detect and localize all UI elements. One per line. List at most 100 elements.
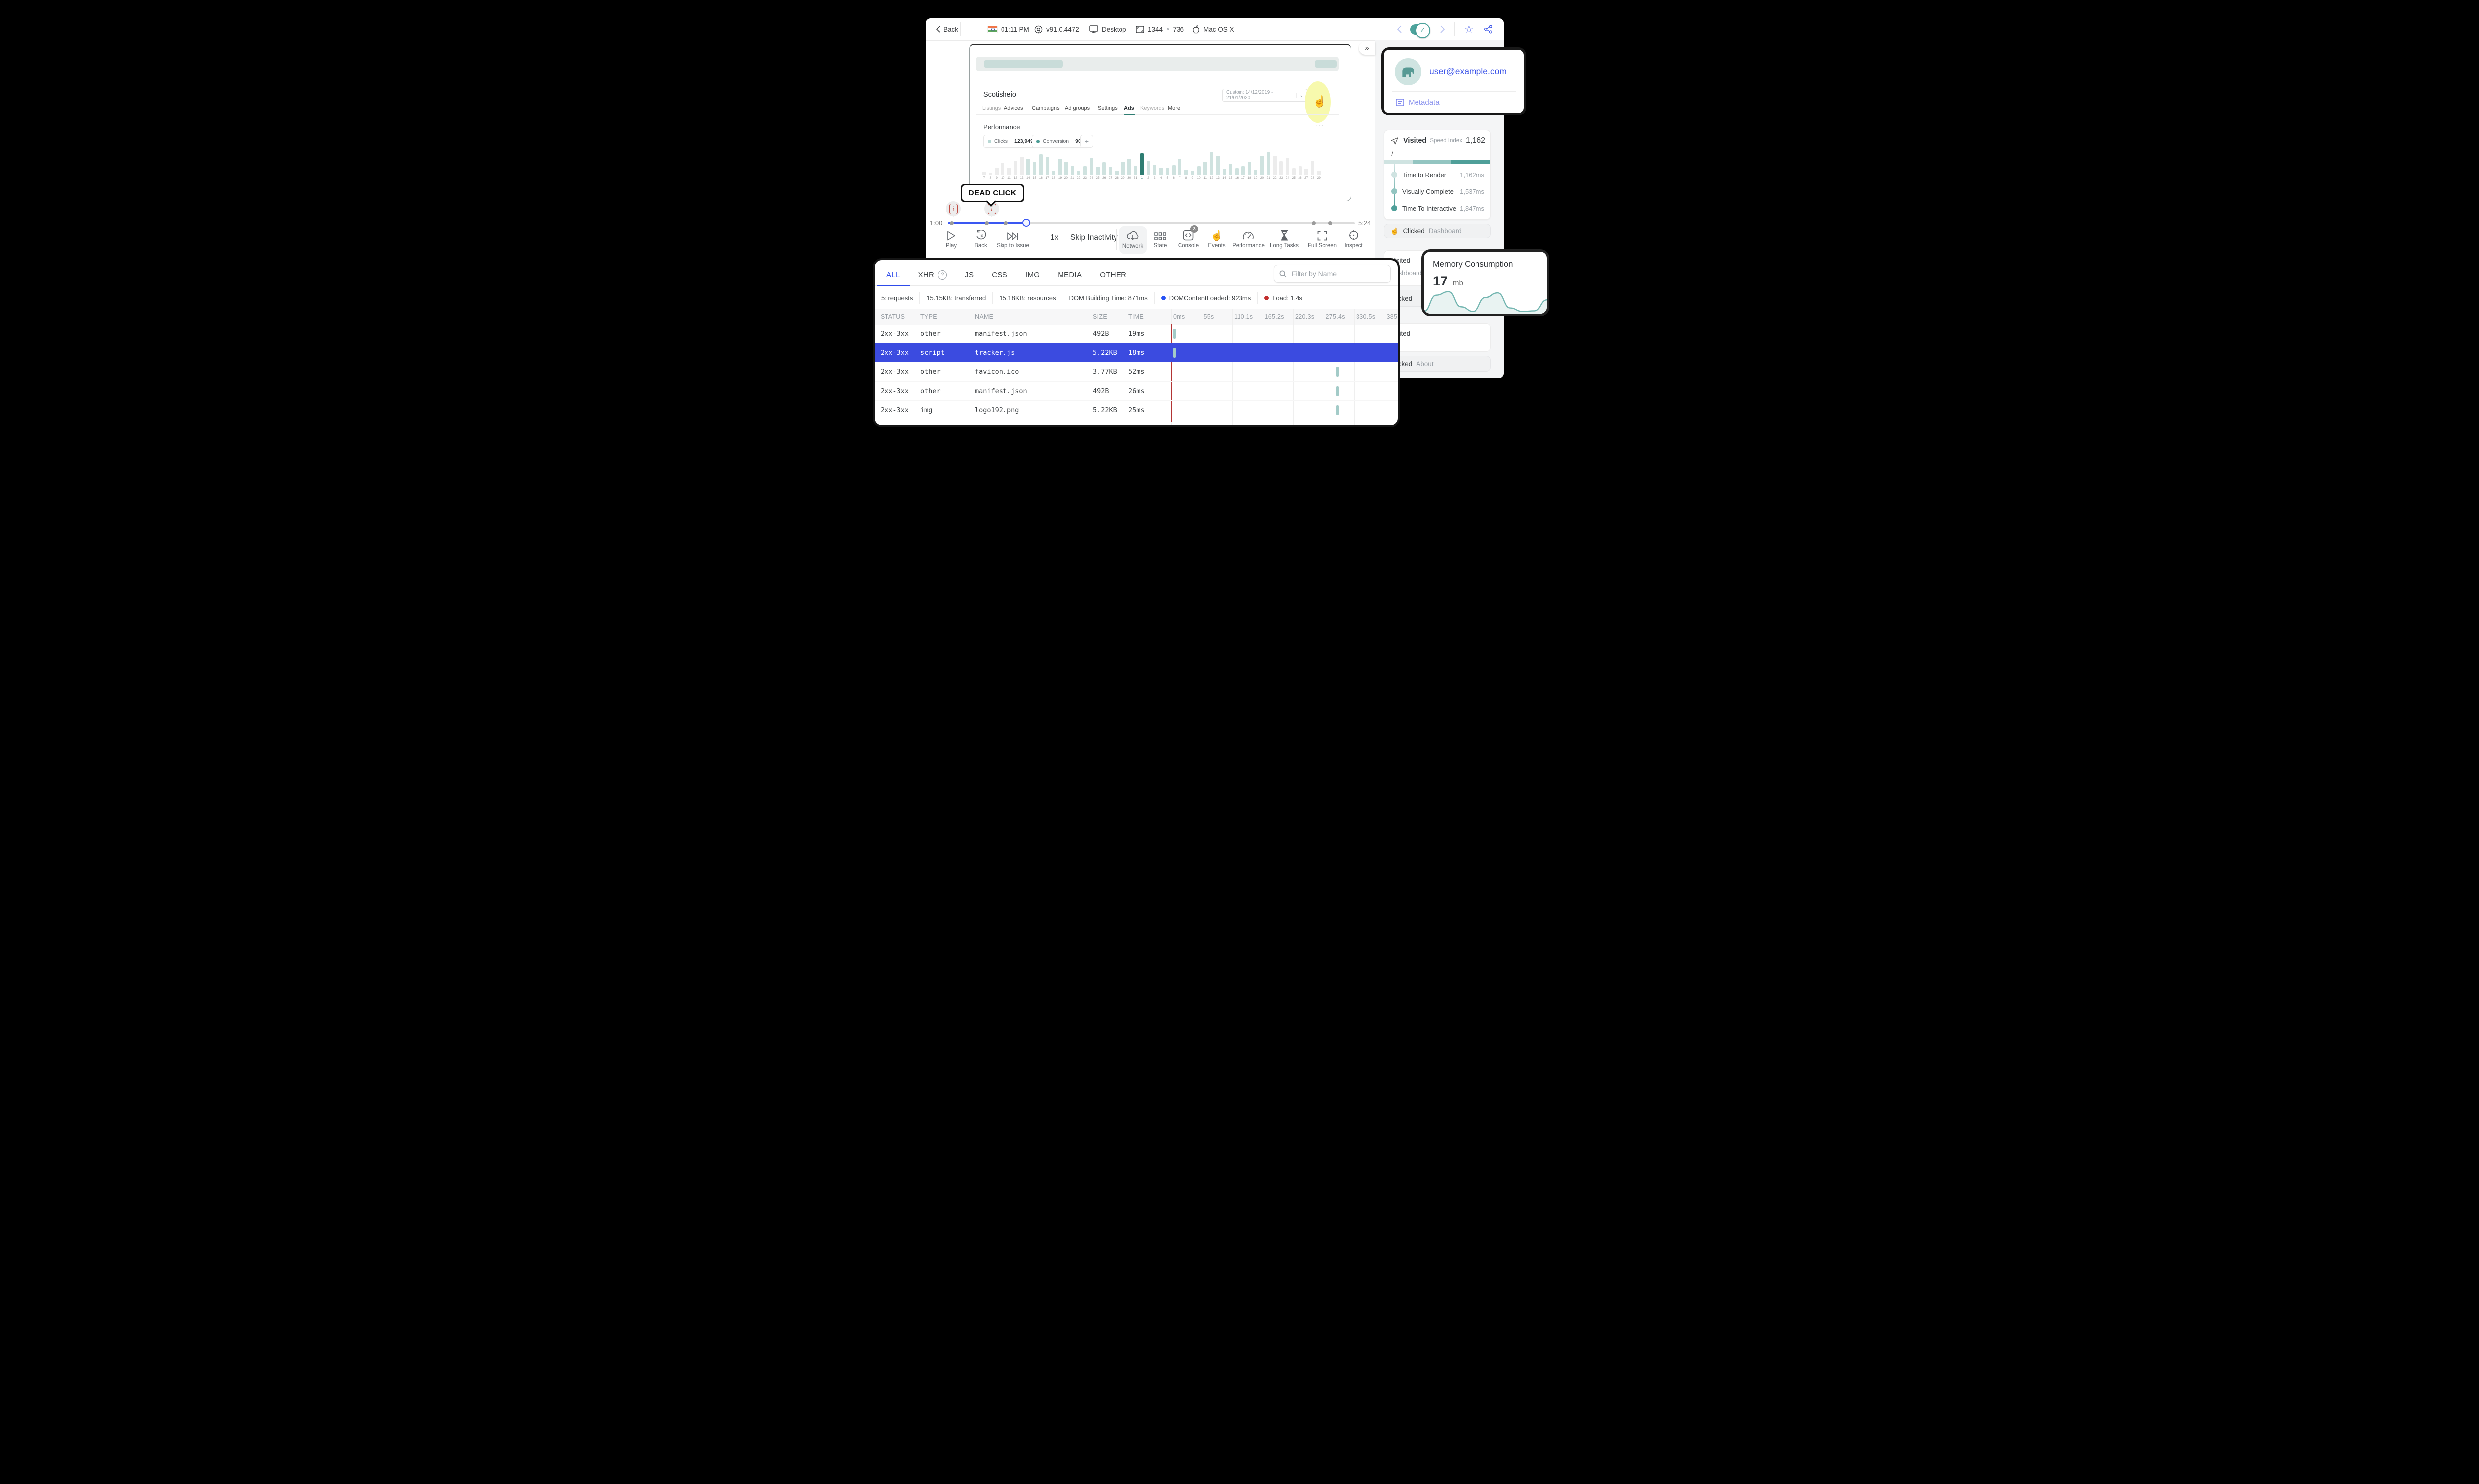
back-10s-button[interactable]: 10 Back [958,229,1003,249]
favorite-button[interactable]: ☆ [1464,18,1474,40]
state-panel-button[interactable]: State [1138,229,1182,249]
metadata-button[interactable]: Metadata [1396,98,1440,107]
page-tab-settings[interactable]: Settings [1098,105,1118,111]
full-screen-button[interactable]: Full Screen [1300,229,1345,249]
row-cell: manifest.json [975,387,1027,395]
network-request-row[interactable]: 2xx-3xx img logo192.png 5.22KB 25ms [875,401,1398,420]
user-card: user@example.com Metadata [1381,47,1526,115]
row-cell: 2xx-3xx [881,406,909,414]
page-tab-advices[interactable]: Advices [1004,105,1023,111]
clicked-event-card[interactable]: Clicked About [1384,356,1491,372]
chip-label: Clicks [994,138,1008,144]
chrome-browser-icon [1034,25,1043,33]
chart-x-label: 1 [1141,176,1143,180]
page-tab-ads[interactable]: Ads [1124,105,1134,111]
network-request-row[interactable]: 2xx-3xx other manifest.json 492B 19ms [875,324,1398,343]
more-options-icon[interactable]: ··· [1316,121,1324,129]
playhead-handle[interactable] [1022,219,1031,227]
metric-chip-conversion[interactable]: Conversion 902 [1032,135,1089,148]
resolution-separator: × [1166,26,1170,32]
performance-bar-chart [982,152,1324,175]
chart-bar [1089,158,1093,175]
long-tasks-panel-button[interactable]: Long Tasks [1262,229,1306,249]
session-toggle[interactable]: ✓ [1410,18,1430,40]
dead-click-label: DEAD CLICK [968,189,1017,197]
chart-bar [1247,161,1251,175]
performance-panel-button[interactable]: Performance [1226,229,1271,249]
chart-bar [1115,171,1119,175]
network-tab-all[interactable]: ALL [886,271,900,279]
toggle-switch[interactable]: ✓ [1410,22,1430,38]
page-tab-campaigns[interactable]: Campaigns [1032,105,1060,111]
network-tab-js[interactable]: JS [965,271,974,279]
chart-bar [1001,163,1005,175]
skip-inactivity-toggle[interactable]: Skip Inactivity [1070,233,1118,242]
clicked-event-card[interactable]: ☝ Clicked Dashboard [1384,224,1491,238]
user-email[interactable]: user@example.com [1429,66,1507,76]
page-tab-keywords[interactable]: Keywords [1140,105,1165,111]
page-tab-more[interactable]: More [1168,105,1180,111]
event-type-label: Visited [1403,137,1427,145]
page-tab-ad-groups[interactable]: Ad groups [1065,105,1090,111]
chart-bar [1279,161,1283,175]
issue-marker[interactable]: i [946,201,961,217]
back-button[interactable]: Back [936,18,958,40]
chart-x-label: 26 [1298,176,1302,180]
network-search-box[interactable] [1274,265,1391,283]
date-range-value: Custom: 14/12/2019 - 21/01/2020 [1226,90,1273,101]
chart-x-label: 10 [1197,176,1201,180]
network-tab-css[interactable]: CSS [992,271,1007,279]
chart-bar [1184,169,1188,175]
inspect-button[interactable]: Inspect [1331,229,1376,249]
date-range-select[interactable]: Custom: 14/12/2019 - 21/01/2020 ⌄ [1222,89,1307,102]
chart-x-label: 20 [1260,176,1264,180]
timeline-event-dot[interactable] [984,221,989,225]
metric-chip-clicks[interactable]: Clicks 123,949 [983,135,1038,148]
network-tab-label: OTHER [1100,270,1127,279]
network-panel-button[interactable]: Network [1119,226,1147,254]
chart-bar [1172,165,1176,175]
collapse-sidebar-button[interactable]: » [1359,41,1375,55]
page-tab-listings[interactable]: Listings [982,105,1001,111]
speed-metric-row: Visually Complete 1,537ms [1384,186,1490,196]
playback-timeline[interactable] [948,219,1355,227]
skip-to-issue-button[interactable]: Skip to Issue [991,229,1035,249]
timeline-tick: 330.5s [1356,313,1376,320]
network-request-row[interactable]: 2xx-3xx script tracker.js 5.22KB 18ms [875,343,1398,362]
timeline-tick: 165.2s [1264,313,1284,320]
add-metric-button[interactable]: + [1080,135,1093,148]
timeline-event-dot[interactable] [1004,221,1008,225]
timeline-event-dot[interactable] [950,221,954,225]
chart-bar [1292,168,1296,175]
chart-bar [1127,158,1131,175]
visited-event-card[interactable]: Visited [1384,323,1491,352]
chart-x-label: 16 [1235,176,1239,180]
network-tab-xhr[interactable]: XHR? [918,270,947,280]
request-timing-bar [1336,367,1339,377]
visited-event-card[interactable]: Visited Speed Index 1,162 / Time to Rend… [1384,130,1491,220]
pointing-hand-icon: ☝ [1210,230,1223,241]
help-icon[interactable]: ? [938,270,947,280]
visited-path: / [1391,150,1393,158]
timeline-event-dot[interactable] [1328,221,1332,225]
clicks-dot-icon [988,139,991,143]
chart-bar [1102,162,1106,175]
playback-speed-button[interactable]: 1x [1050,233,1059,242]
prev-session-button[interactable] [1397,18,1402,40]
play-button[interactable]: Play [929,229,974,249]
events-panel-button[interactable]: ☝ Events [1208,230,1226,249]
console-panel-button[interactable]: 3 Console [1166,225,1211,249]
filter-by-name-input[interactable] [1291,269,1377,278]
network-tab-other[interactable]: OTHER [1100,271,1126,279]
next-session-button[interactable] [1440,18,1445,40]
current-time: 1:00 [930,219,943,227]
chart-x-label: 8 [989,176,992,180]
network-request-row[interactable]: 2xx-3xx other manifest.json 492B 26ms [875,382,1398,401]
network-request-row[interactable]: 2xx-3xx other favicon.ico 3.77KB 52ms [875,362,1398,382]
metric-connector-line [1394,164,1395,206]
share-button[interactable] [1484,18,1493,40]
memory-card-title: Memory Consumption [1433,260,1513,269]
network-tab-img[interactable]: IMG [1025,271,1040,279]
network-tab-media[interactable]: MEDIA [1058,271,1082,279]
timeline-event-dot[interactable] [1312,221,1316,225]
